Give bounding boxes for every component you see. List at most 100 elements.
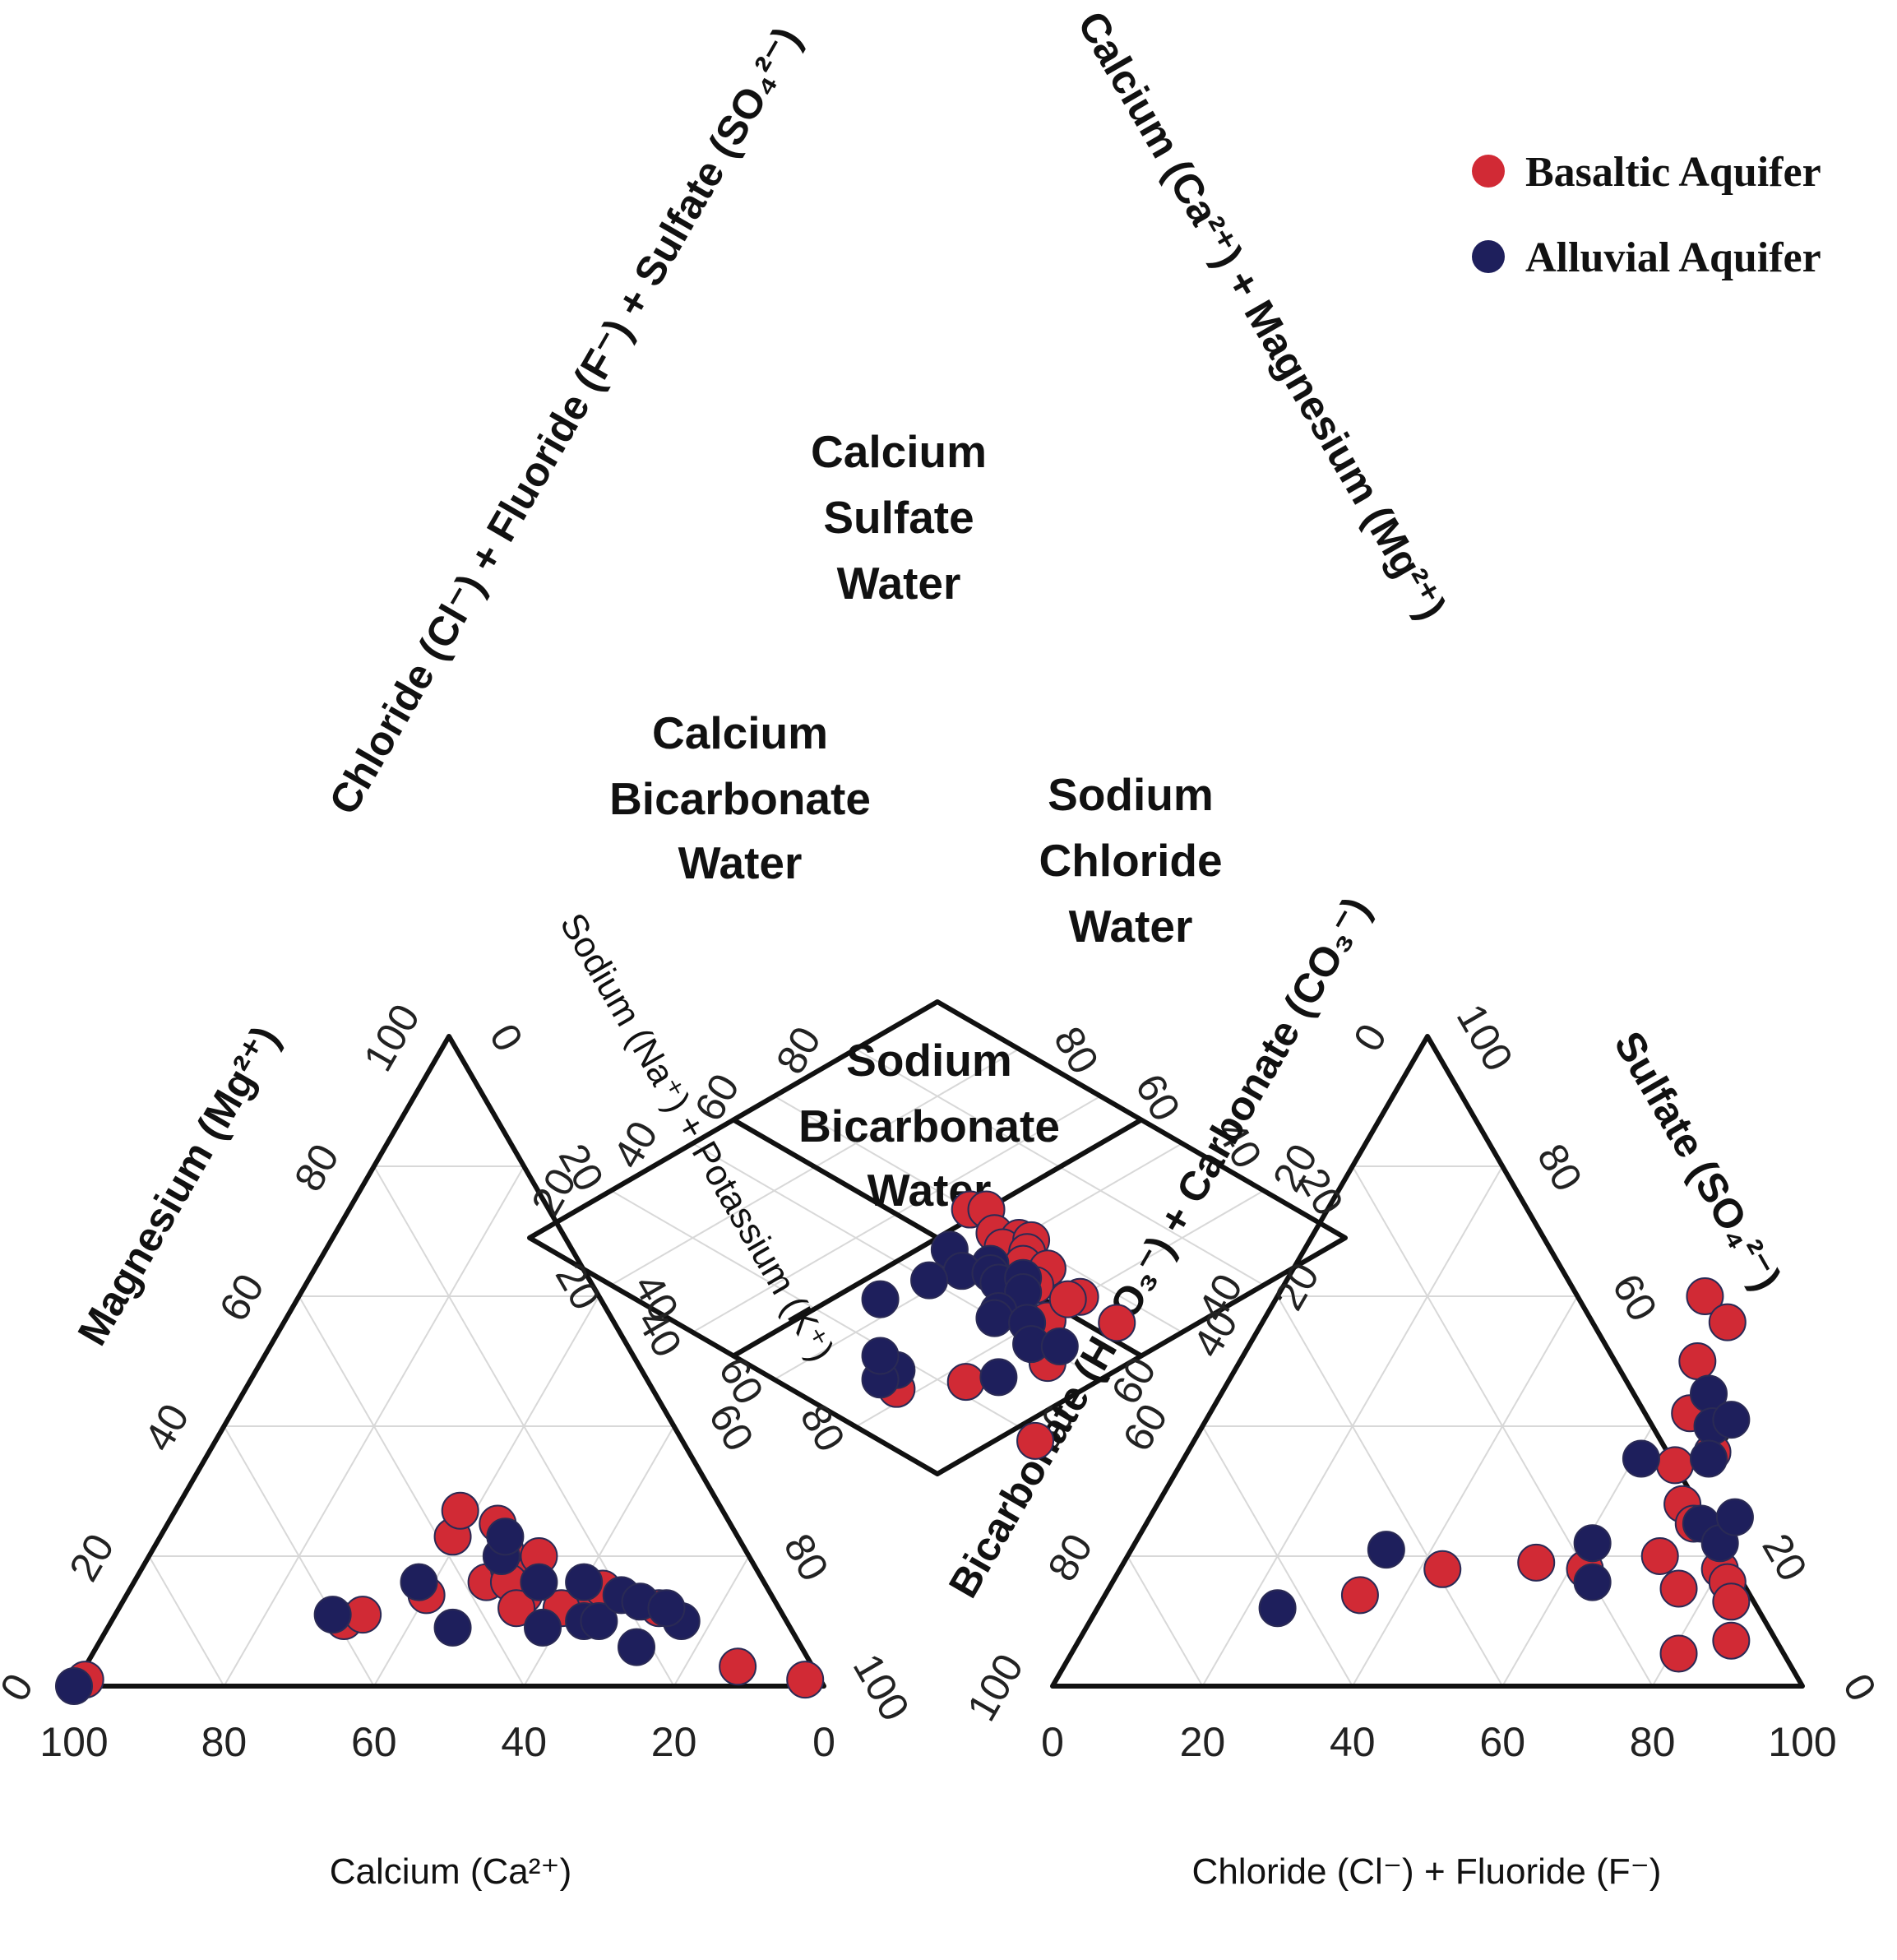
alluvial-aquifer-cation-point <box>486 1517 525 1556</box>
zone-right-line3: Water <box>1069 901 1193 952</box>
cation-left-tick: 100 <box>354 996 428 1078</box>
diamond-left-axis-label: Chloride (Cl⁻) + Fluoride (F⁻) + Sulfate… <box>320 19 810 822</box>
anion-left-tick: 0 <box>1344 1016 1395 1059</box>
grid-line <box>1351 1295 1579 1687</box>
alluvial-aquifer-anion-point <box>1622 1439 1660 1478</box>
alluvial-aquifer-diamond-point <box>861 1337 900 1375</box>
zone-right-line1: Sodium <box>1048 769 1214 820</box>
alluvial-aquifer-anion-point <box>1258 1589 1297 1628</box>
alluvial-aquifer-cation-point <box>313 1596 352 1634</box>
basaltic-aquifer-diamond-point <box>946 1363 985 1402</box>
anion-left-tick: 100 <box>958 1646 1032 1728</box>
zone-bottom-line1: Sodium <box>846 1035 1012 1086</box>
diamond-frame <box>527 999 1348 1476</box>
grid-line <box>148 1555 225 1687</box>
zone-left-line3: Water <box>678 837 803 888</box>
anion-bottom-tick: 20 <box>1180 1719 1226 1765</box>
anion-right-tick: 20 <box>1753 1526 1816 1588</box>
alluvial-aquifer-diamond-point <box>1040 1328 1079 1366</box>
alluvial-aquifer-anion-point <box>1715 1498 1754 1536</box>
point-layer <box>55 1190 1754 1705</box>
alluvial-aquifer-anion-point <box>1573 1563 1612 1601</box>
basaltic-aquifer-anion-point <box>1655 1446 1694 1485</box>
diamond-lower-left-tick: 40 <box>628 1302 691 1365</box>
basaltic-aquifer-cation-point <box>497 1589 536 1628</box>
alluvial-aquifer-cation-point <box>400 1563 438 1601</box>
anion-right-axis-label: Sulfate (SO₄²⁻) <box>1605 1024 1790 1299</box>
zone-bottom-line2: Bicarbonate <box>798 1100 1060 1151</box>
legend-marker-basaltic <box>1472 155 1505 188</box>
anion-bottom-tick: 80 <box>1630 1719 1676 1765</box>
basaltic-aquifer-anion-point <box>1640 1537 1679 1575</box>
alluvial-aquifer-cation-point <box>524 1608 562 1647</box>
basaltic-aquifer-anion-point <box>1340 1576 1379 1615</box>
basaltic-aquifer-anion-point <box>1678 1342 1717 1380</box>
grid-line <box>1351 1165 1654 1687</box>
cation-left-tick: 80 <box>285 1136 348 1198</box>
cation-left-tick: 40 <box>136 1396 198 1458</box>
anion-bottom-tick: 0 <box>1041 1719 1064 1765</box>
basaltic-aquifer-anion-point <box>1517 1543 1556 1582</box>
basaltic-aquifer-anion-point <box>1712 1621 1751 1660</box>
grid-line <box>673 1555 750 1687</box>
basaltic-aquifer-anion-point <box>1423 1550 1462 1588</box>
cation-bottom-tick: 60 <box>351 1719 397 1765</box>
cation-left-tick: 60 <box>211 1266 273 1328</box>
zone-right-line2: Chloride <box>1039 835 1222 886</box>
cation-left-tick: 20 <box>60 1526 123 1588</box>
diamond-lower-left-tick: 60 <box>710 1350 772 1412</box>
alluvial-aquifer-diamond-point <box>910 1261 949 1300</box>
cation-right-tick: 0 <box>481 1016 532 1059</box>
grid-line <box>372 1295 600 1687</box>
zone-left-line1: Calcium <box>652 707 828 758</box>
anion-right-tick: 80 <box>1529 1136 1591 1198</box>
cation-right-tick: 100 <box>844 1646 918 1728</box>
zone-top-line1: Calcium <box>811 426 987 477</box>
alluvial-aquifer-cation-point <box>520 1563 558 1601</box>
cation-left-tick: 0 <box>0 1666 42 1708</box>
basaltic-aquifer-anion-point <box>1659 1634 1698 1673</box>
cation-bottom-tick: 40 <box>501 1719 547 1765</box>
zone-left-line2: Bicarbonate <box>609 773 871 824</box>
basaltic-aquifer-anion-point <box>1686 1277 1724 1315</box>
anion-bottom-axis-label: Chloride (Cl⁻) + Fluoride (F⁻) <box>1192 1851 1662 1892</box>
anion-right-tick: 100 <box>1448 996 1522 1078</box>
cation-bottom-tick: 80 <box>201 1719 248 1765</box>
legend-label-basaltic: Basaltic Aquifer <box>1525 149 1821 196</box>
diamond-lower-right-tick: 20 <box>1265 1255 1328 1318</box>
anion-right-tick: 60 <box>1603 1266 1666 1328</box>
cation-bottom-tick: 0 <box>812 1719 835 1765</box>
zone-top-line3: Water <box>837 558 961 609</box>
anion-bottom-tick: 100 <box>1768 1719 1836 1765</box>
alluvial-aquifer-anion-point <box>1573 1524 1612 1563</box>
alluvial-aquifer-cation-point <box>580 1602 618 1640</box>
grid-line <box>1127 1555 1204 1687</box>
alluvial-aquifer-cation-point <box>565 1563 604 1601</box>
cation-bottom-tick: 100 <box>39 1719 108 1765</box>
basaltic-aquifer-anion-point <box>1708 1303 1747 1341</box>
basaltic-aquifer-anion-point <box>1712 1582 1751 1621</box>
anion-triangle-frame <box>1050 1034 1805 1689</box>
grid-line <box>298 1295 525 1687</box>
alluvial-aquifer-cation-point <box>647 1589 686 1628</box>
basaltic-aquifer-diamond-point <box>1048 1280 1087 1318</box>
diamond-lower-left-tick: 20 <box>547 1255 609 1318</box>
legend-marker-alluvial <box>1472 240 1505 273</box>
diamond-right-axis-label: Calcium (Ca²⁺) + Magnesium (Mg²⁺) <box>1069 3 1455 627</box>
grid-line <box>1201 1425 1353 1687</box>
cation-triangle-frame <box>72 1034 826 1689</box>
zone-top-line2: Sulfate <box>823 492 974 543</box>
legend-label-alluvial: Alluvial Aquifer <box>1525 234 1821 281</box>
basaltic-aquifer-cation-point <box>441 1491 479 1530</box>
anion-right-tick: 0 <box>1835 1666 1885 1708</box>
anion-left-tick: 80 <box>1039 1526 1101 1588</box>
basaltic-aquifer-cation-point <box>719 1647 757 1686</box>
cation-right-tick: 80 <box>775 1526 837 1588</box>
basaltic-aquifer-diamond-point <box>1098 1304 1136 1342</box>
alluvial-aquifer-cation-point <box>433 1608 472 1647</box>
anion-bottom-tick: 60 <box>1479 1719 1525 1765</box>
basaltic-aquifer-anion-point <box>1659 1569 1698 1608</box>
alluvial-aquifer-anion-point <box>1367 1531 1405 1569</box>
basaltic-aquifer-diamond-point <box>1016 1421 1055 1460</box>
